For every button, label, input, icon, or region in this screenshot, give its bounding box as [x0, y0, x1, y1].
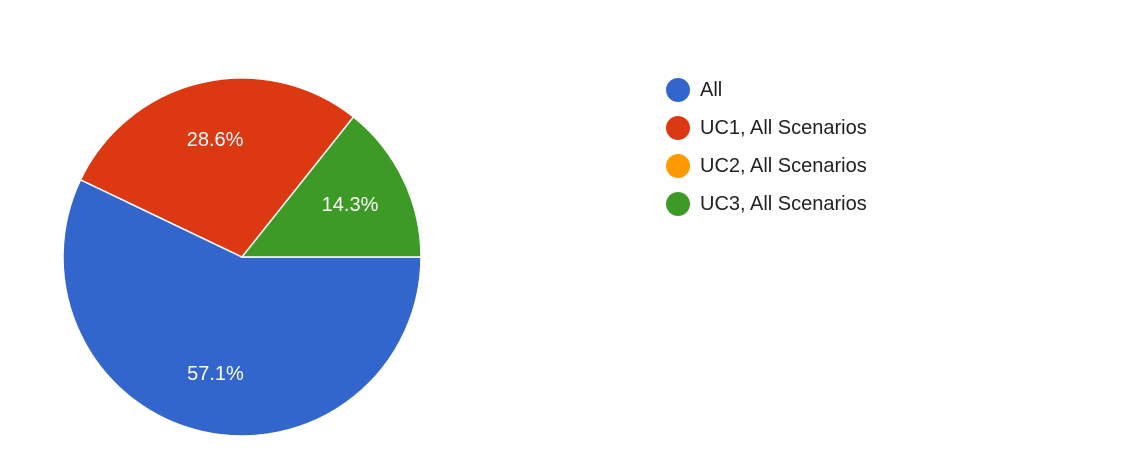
legend-label-all: All: [700, 79, 722, 101]
slice-label-uc3-all-scenarios: 14.3%: [322, 194, 379, 216]
pie-slice-uc3-all-scenarios: [240, 115, 422, 258]
legend: All UC1, All Scenarios UC2, All Scenarios U…: [666, 78, 867, 216]
legend-item-uc2-all-scenarios: UC2, All Scenarios: [666, 154, 867, 178]
legend-label-uc3-all-scenarios: UC3, All Scenarios: [700, 193, 867, 215]
legend-swatch-uc2-all-scenarios: [666, 154, 690, 178]
slice-label-uc1-all-scenarios: 28.6%: [187, 129, 244, 151]
slice-label-all: 57.1%: [187, 363, 244, 385]
pie-slices: [62, 77, 422, 437]
legend-item-all: All: [666, 78, 722, 102]
legend-item-uc3-all-scenarios: UC3, All Scenarios: [666, 192, 867, 216]
legend-swatch-uc1-all-scenarios: [666, 116, 690, 140]
legend-swatch-uc3-all-scenarios: [666, 192, 690, 216]
legend-swatch-all: [666, 78, 690, 102]
legend-label-uc1-all-scenarios: UC1, All Scenarios: [700, 117, 867, 139]
pie-slice-all: [62, 178, 422, 437]
legend-item-uc1-all-scenarios: UC1, All Scenarios: [666, 116, 867, 140]
pie-slice-labels: 57.1% 28.6% 14.3%: [187, 129, 379, 385]
legend-label-uc2-all-scenarios: UC2, All Scenarios: [700, 155, 867, 177]
pie-slice-uc1-all-scenarios: [79, 77, 355, 258]
